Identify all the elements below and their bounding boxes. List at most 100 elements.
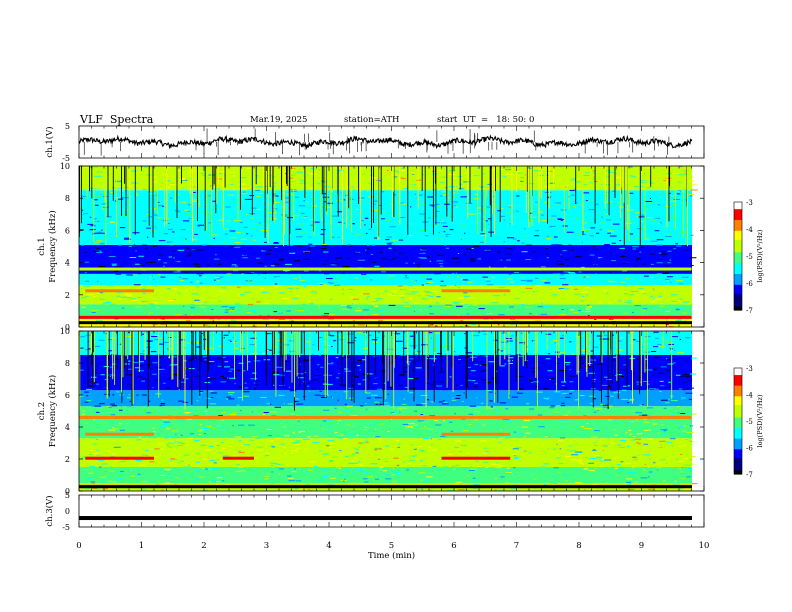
ch2-colorbar-cell — [734, 390, 742, 394]
ch1-ytick: 2 — [65, 291, 70, 300]
ch2-colorbar-cell — [734, 415, 742, 419]
ch1-ytick: 5 — [65, 122, 70, 131]
ch1-colorbar-cell — [734, 207, 742, 210]
ch2-colorbar-cell — [734, 442, 742, 445]
ch2-colorbar-cell — [734, 436, 742, 440]
ch2-colorbar-cell — [734, 447, 742, 450]
ch1-colorbar-frame — [733, 201, 743, 311]
ch1-speckle — [85, 244, 697, 274]
ch2-colorbar-cell — [734, 440, 742, 443]
ch2-colorbar-cell — [734, 470, 742, 473]
ch1-colorbar-cell — [734, 214, 742, 217]
time-axis-label: Time (min) — [368, 550, 415, 561]
ch1-colorbar-cell — [734, 275, 742, 279]
ch2-colorbar-cell — [734, 417, 742, 420]
ch2-colorbar — [734, 368, 742, 475]
ch1-colorbar-cell — [734, 243, 742, 246]
ch2-colorbar-cell — [734, 454, 742, 457]
ch1-colorbar-cell — [734, 284, 742, 288]
ch2-colorbar-frame — [733, 367, 743, 475]
ch2-colorbar-cell — [734, 463, 742, 466]
ch1-band — [79, 285, 692, 305]
ch1-colorbar-cell — [734, 227, 742, 230]
ch2-spectrogram — [79, 330, 704, 492]
ch2-ytick: 8 — [65, 359, 70, 368]
ch1-colorbar-cell — [734, 297, 742, 300]
ch1-colorbar-cell — [734, 302, 742, 306]
ch2-colorbar-cell — [734, 428, 742, 431]
ch2-speckle — [82, 331, 697, 492]
ch1-colorbar-cell — [734, 290, 742, 293]
ch2-colorbar-cell — [734, 396, 742, 399]
ch2-emission-line — [222, 456, 254, 460]
ch1-ytick: 8 — [65, 194, 70, 203]
ch2-colorbar-cell — [734, 373, 742, 376]
ch1-colorbar-cell — [734, 211, 742, 214]
ch2-lowfreq-line — [79, 485, 692, 489]
ch1-colorbar-cell — [734, 225, 742, 228]
ch1-speckle — [79, 166, 689, 327]
ch1-colorbar-tick: -7 — [746, 307, 753, 315]
ch2-colorbar-cell — [734, 435, 742, 438]
ch1-ytick: 4 — [65, 259, 70, 268]
ch3-ylabel: ch.3(V) — [44, 495, 55, 526]
ch1-colorbar-cell — [734, 238, 742, 241]
ch2-speckle — [79, 331, 693, 418]
ch2-colorbar-cell — [734, 466, 742, 470]
ch1-channel-label: ch.1 — [37, 237, 47, 255]
ch2-emission-line — [85, 432, 154, 436]
figure-title: VLF Spectra — [80, 113, 154, 126]
ch2-colorbar-cell — [734, 392, 742, 396]
ch1-colorbar-cell — [734, 299, 742, 302]
time-tick-label: 4 — [326, 541, 331, 551]
ch2-colorbar-cell — [734, 385, 742, 389]
ch2-colorbar-cell — [734, 378, 742, 381]
ch2-colorbar-cell — [734, 413, 742, 417]
ch2-colorbar-cell — [734, 387, 742, 390]
ch1-colorbar-cell — [734, 281, 742, 284]
ch2-colorbar-cell — [734, 408, 742, 411]
ch2-colorbar-cell — [734, 424, 742, 427]
ch1-colorbar-cell — [734, 270, 742, 273]
ch2-colorbar-cell — [734, 468, 742, 472]
ch2-colorbar-label: log(PSD)(V²/Hz) — [756, 394, 764, 447]
ch1-trace — [78, 134, 693, 150]
time-tick-label: 6 — [451, 541, 456, 551]
ch1-colorbar-cell — [734, 245, 742, 248]
time-tick-label: 2 — [201, 541, 206, 551]
ch1-colorbar-cell — [734, 295, 742, 298]
ch2-colorbar-cell — [734, 461, 742, 464]
ch1-colorbar-cell — [734, 304, 742, 307]
ch1-colorbar-cell — [734, 266, 742, 270]
ch3-frame — [78, 494, 705, 528]
ch1-colorbar-tick: -4 — [746, 226, 753, 234]
ch2-colorbar-cell — [734, 451, 742, 454]
ch2-ytick: 10 — [60, 327, 70, 336]
ch1-colorbar-label: log(PSD)(V²/Hz) — [756, 229, 764, 282]
ch1-band — [79, 223, 692, 245]
date-label: Mar.19, 2025 — [250, 115, 308, 125]
time-tick-label: 3 — [264, 541, 269, 551]
ch1-colorbar-cell — [734, 265, 742, 268]
ch2-colorbar-cell — [734, 449, 742, 452]
ch2-colorbar-cell — [734, 433, 742, 436]
ch2-colorbar-cell — [734, 371, 742, 374]
ch2-colorbar-cell — [734, 394, 742, 397]
ch1-colorbar-cell — [734, 221, 742, 225]
ch1-colorbar-cell — [734, 223, 742, 226]
ch2-colorbar-tick: -7 — [746, 471, 753, 479]
ch1-colorbar-cell — [734, 250, 742, 253]
ch1-colorbar-cell — [734, 306, 742, 309]
ch1-colorbar-cell — [734, 252, 742, 255]
time-tick-label: 0 — [76, 541, 81, 551]
ch2-colorbar-cell — [734, 389, 742, 392]
ch1-colorbar-cell — [734, 279, 742, 282]
ch2-colorbar-cell — [734, 456, 742, 459]
ch2-colorbar-cell — [734, 431, 742, 434]
ch1-ytick: 6 — [65, 226, 70, 235]
ch2-colorbar-cell — [734, 368, 742, 371]
ch2-colorbar-cell — [734, 426, 742, 429]
ch2-emission-line — [441, 456, 511, 460]
ch2-emission-line — [441, 432, 511, 436]
ch1-colorbar-cell — [734, 286, 742, 289]
